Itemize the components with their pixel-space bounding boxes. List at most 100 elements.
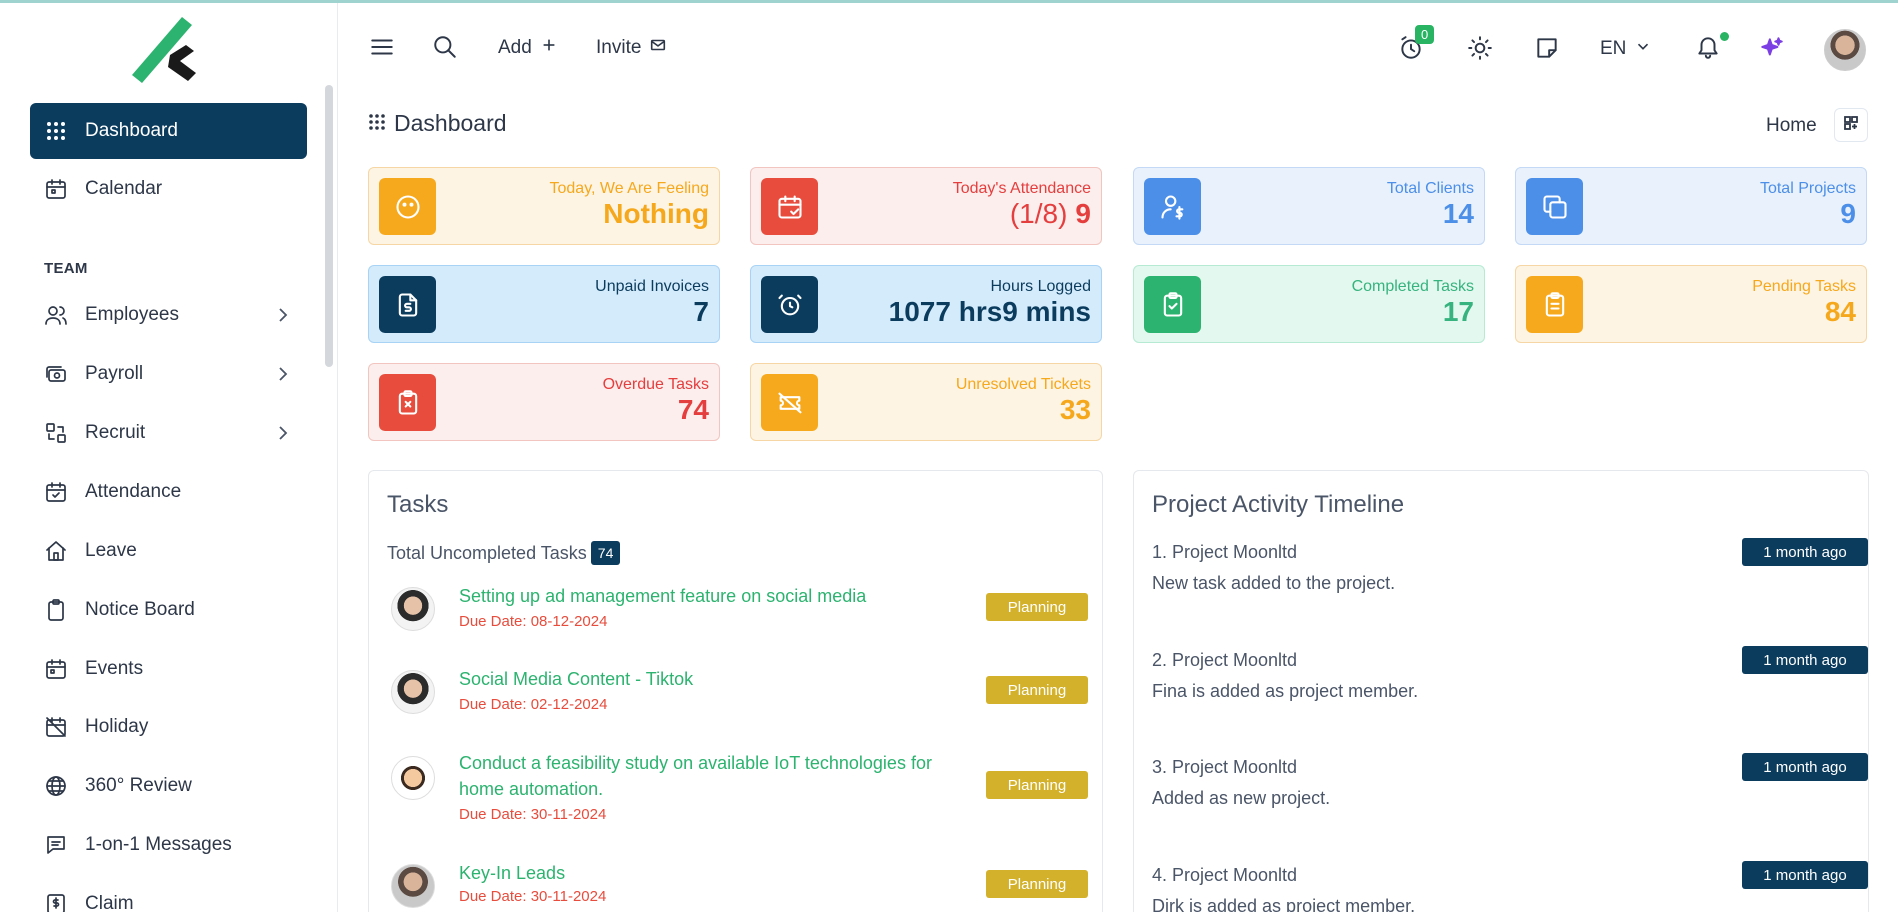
stat-card-unpaid-invoices[interactable]: Unpaid Invoices 7 [368, 265, 720, 343]
sidebar-item-label: Payroll [85, 363, 144, 384]
stat-card-unresolved-tickets[interactable]: Unresolved Tickets 33 [750, 363, 1102, 441]
globe-icon [43, 773, 69, 799]
task-name[interactable]: Social Media Content - Tiktok [459, 669, 694, 689]
avatar [391, 864, 435, 908]
sidebar-item-claim[interactable]: Claim [30, 876, 307, 912]
sidebar-item-label: Employees [85, 304, 179, 325]
tasks-total-label: Total Uncompleted Tasks [387, 542, 587, 563]
language-selector[interactable]: EN [1600, 37, 1652, 61]
attendance-count: 9 [1075, 198, 1091, 229]
stat-value: Nothing [603, 198, 709, 229]
sidebar-item-label: Events [85, 658, 144, 679]
stat-value: 84 [1824, 296, 1856, 327]
widget-settings-button[interactable] [1834, 108, 1868, 142]
stat-value: 17 [1442, 296, 1474, 327]
status-badge: Planning [986, 593, 1088, 621]
user-avatar[interactable] [1824, 29, 1866, 71]
tasks-panel-title: Tasks [387, 491, 449, 518]
stat-label: Pending Tasks [1752, 278, 1856, 295]
timeline-item-desc: Fina is added as project member. [1152, 681, 1419, 701]
stat-value: 33 [1059, 394, 1091, 425]
alarm-clock-icon [761, 276, 818, 333]
stat-card-hours-logged[interactable]: Hours Logged 1077 hrs9 mins [750, 265, 1102, 343]
sidebar-item-leave[interactable]: Leave [30, 523, 307, 579]
avatar [391, 756, 435, 800]
sparkles-icon[interactable] [1759, 35, 1785, 61]
sidebar-item-holiday[interactable]: Holiday [30, 699, 307, 755]
smile-icon [379, 178, 436, 235]
add-button[interactable]: Add [498, 36, 558, 60]
time-ago-badge: 1 month ago [1742, 538, 1868, 566]
sidebar-scrollbar[interactable] [325, 85, 333, 367]
sidebar-item-employees[interactable]: Employees [30, 287, 307, 343]
sun-icon[interactable] [1467, 35, 1493, 61]
stat-value: 1077 hrs9 mins [888, 296, 1091, 327]
bell-icon[interactable] [1695, 34, 1721, 60]
timeline-panel-title: Project Activity Timeline [1152, 491, 1405, 518]
task-name[interactable]: Key-In Leads [459, 863, 566, 883]
sidebar-item-360-review[interactable]: 360° Review [30, 758, 307, 814]
timeline-item[interactable]: 4. Project Moonltd Dirk is added as proj… [1152, 861, 1868, 912]
language-label: EN [1600, 38, 1627, 59]
stat-label: Hours Logged [990, 278, 1091, 295]
user-dollar-icon [1144, 178, 1201, 235]
sidebar-item-dashboard[interactable]: Dashboard [30, 103, 307, 159]
stat-label: Total Clients [1386, 180, 1474, 197]
time-ago-badge: 1 month ago [1742, 861, 1868, 889]
stat-label: Today, We Are Feeling [549, 180, 710, 197]
sidebar-item-recruit[interactable]: Recruit [30, 405, 307, 461]
stat-label: Unpaid Invoices [595, 278, 709, 295]
sidebar-item-notice-board[interactable]: Notice Board [30, 582, 307, 638]
stat-card-attendance[interactable]: Today's Attendance (1/8) 9 [750, 167, 1102, 245]
stat-card-clients[interactable]: Total Clients 14 [1133, 167, 1485, 245]
stat-card-pending-tasks[interactable]: Pending Tasks 84 [1515, 265, 1867, 343]
sidebar-item-label: Dashboard [85, 120, 178, 141]
recruit-icon [43, 420, 69, 446]
calendar-off-icon [43, 714, 69, 740]
timeline-item-desc: Added as new project. [1152, 788, 1331, 808]
timeline-item[interactable]: 2. Project Moonltd Fina is added as proj… [1152, 646, 1868, 702]
message-icon [43, 832, 69, 858]
sidebar-item-label: Holiday [85, 716, 149, 737]
clipboard-x-icon [379, 374, 436, 431]
sidebar-item-calendar[interactable]: Calendar [30, 161, 307, 217]
breadcrumb-home[interactable]: Home [1766, 115, 1817, 136]
sidebar-item-events[interactable]: Events [30, 641, 307, 697]
timeline-item-title[interactable]: 1. Project Moonltd [1152, 542, 1298, 562]
calendar-check-icon [761, 178, 818, 235]
stat-label: Unresolved Tickets [955, 376, 1091, 393]
task-name[interactable]: Conduct a feasibility study on available… [459, 753, 932, 799]
stat-label: Today's Attendance [952, 180, 1091, 197]
grid-icon [43, 118, 69, 144]
tasks-total: Total Uncompleted Tasks 74 [387, 541, 621, 565]
stat-card-projects[interactable]: Total Projects 9 [1515, 167, 1867, 245]
sidebar-item-attendance[interactable]: Attendance [30, 464, 307, 520]
timeline-item-title[interactable]: 2. Project Moonltd [1152, 650, 1298, 670]
sidebar-item-payroll[interactable]: Payroll [30, 346, 307, 402]
project-activity-panel: Project Activity Timeline 1. Project Moo… [1133, 470, 1869, 912]
stat-card-completed-tasks[interactable]: Completed Tasks 17 [1133, 265, 1485, 343]
sticky-note-icon[interactable] [1534, 35, 1560, 61]
top-header: Add Invite 0 EN [339, 3, 1898, 95]
stat-value: 7 [693, 296, 709, 327]
stat-card-feeling[interactable]: Today, We Are Feeling Nothing [368, 167, 720, 245]
timeline-item-title[interactable]: 3. Project Moonltd [1152, 757, 1298, 777]
status-badge: Planning [986, 676, 1088, 704]
invite-button-label: Invite [596, 37, 642, 58]
timeline-item[interactable]: 1. Project Moonltd New task added to the… [1152, 538, 1868, 594]
task-name[interactable]: Setting up ad management feature on soci… [459, 586, 867, 606]
sidebar-item-messages[interactable]: 1-on-1 Messages [30, 817, 307, 873]
stat-value: 74 [677, 394, 709, 425]
copy-icon [1526, 178, 1583, 235]
stat-card-overdue-tasks[interactable]: Overdue Tasks 74 [368, 363, 720, 441]
task-due-date: Due Date: 30-11-2024 [459, 806, 607, 823]
timeline-item[interactable]: 3. Project Moonltd Added as new project.… [1152, 753, 1868, 809]
menu-icon[interactable] [369, 34, 395, 60]
invite-button[interactable]: Invite [596, 36, 667, 60]
section-label-team: TEAM [44, 260, 88, 277]
app-logo[interactable] [130, 15, 206, 87]
status-badge: Planning [986, 771, 1088, 799]
search-icon[interactable] [432, 34, 458, 60]
sidebar-item-label: Attendance [85, 481, 182, 502]
timeline-item-title[interactable]: 4. Project Moonltd [1152, 865, 1298, 885]
